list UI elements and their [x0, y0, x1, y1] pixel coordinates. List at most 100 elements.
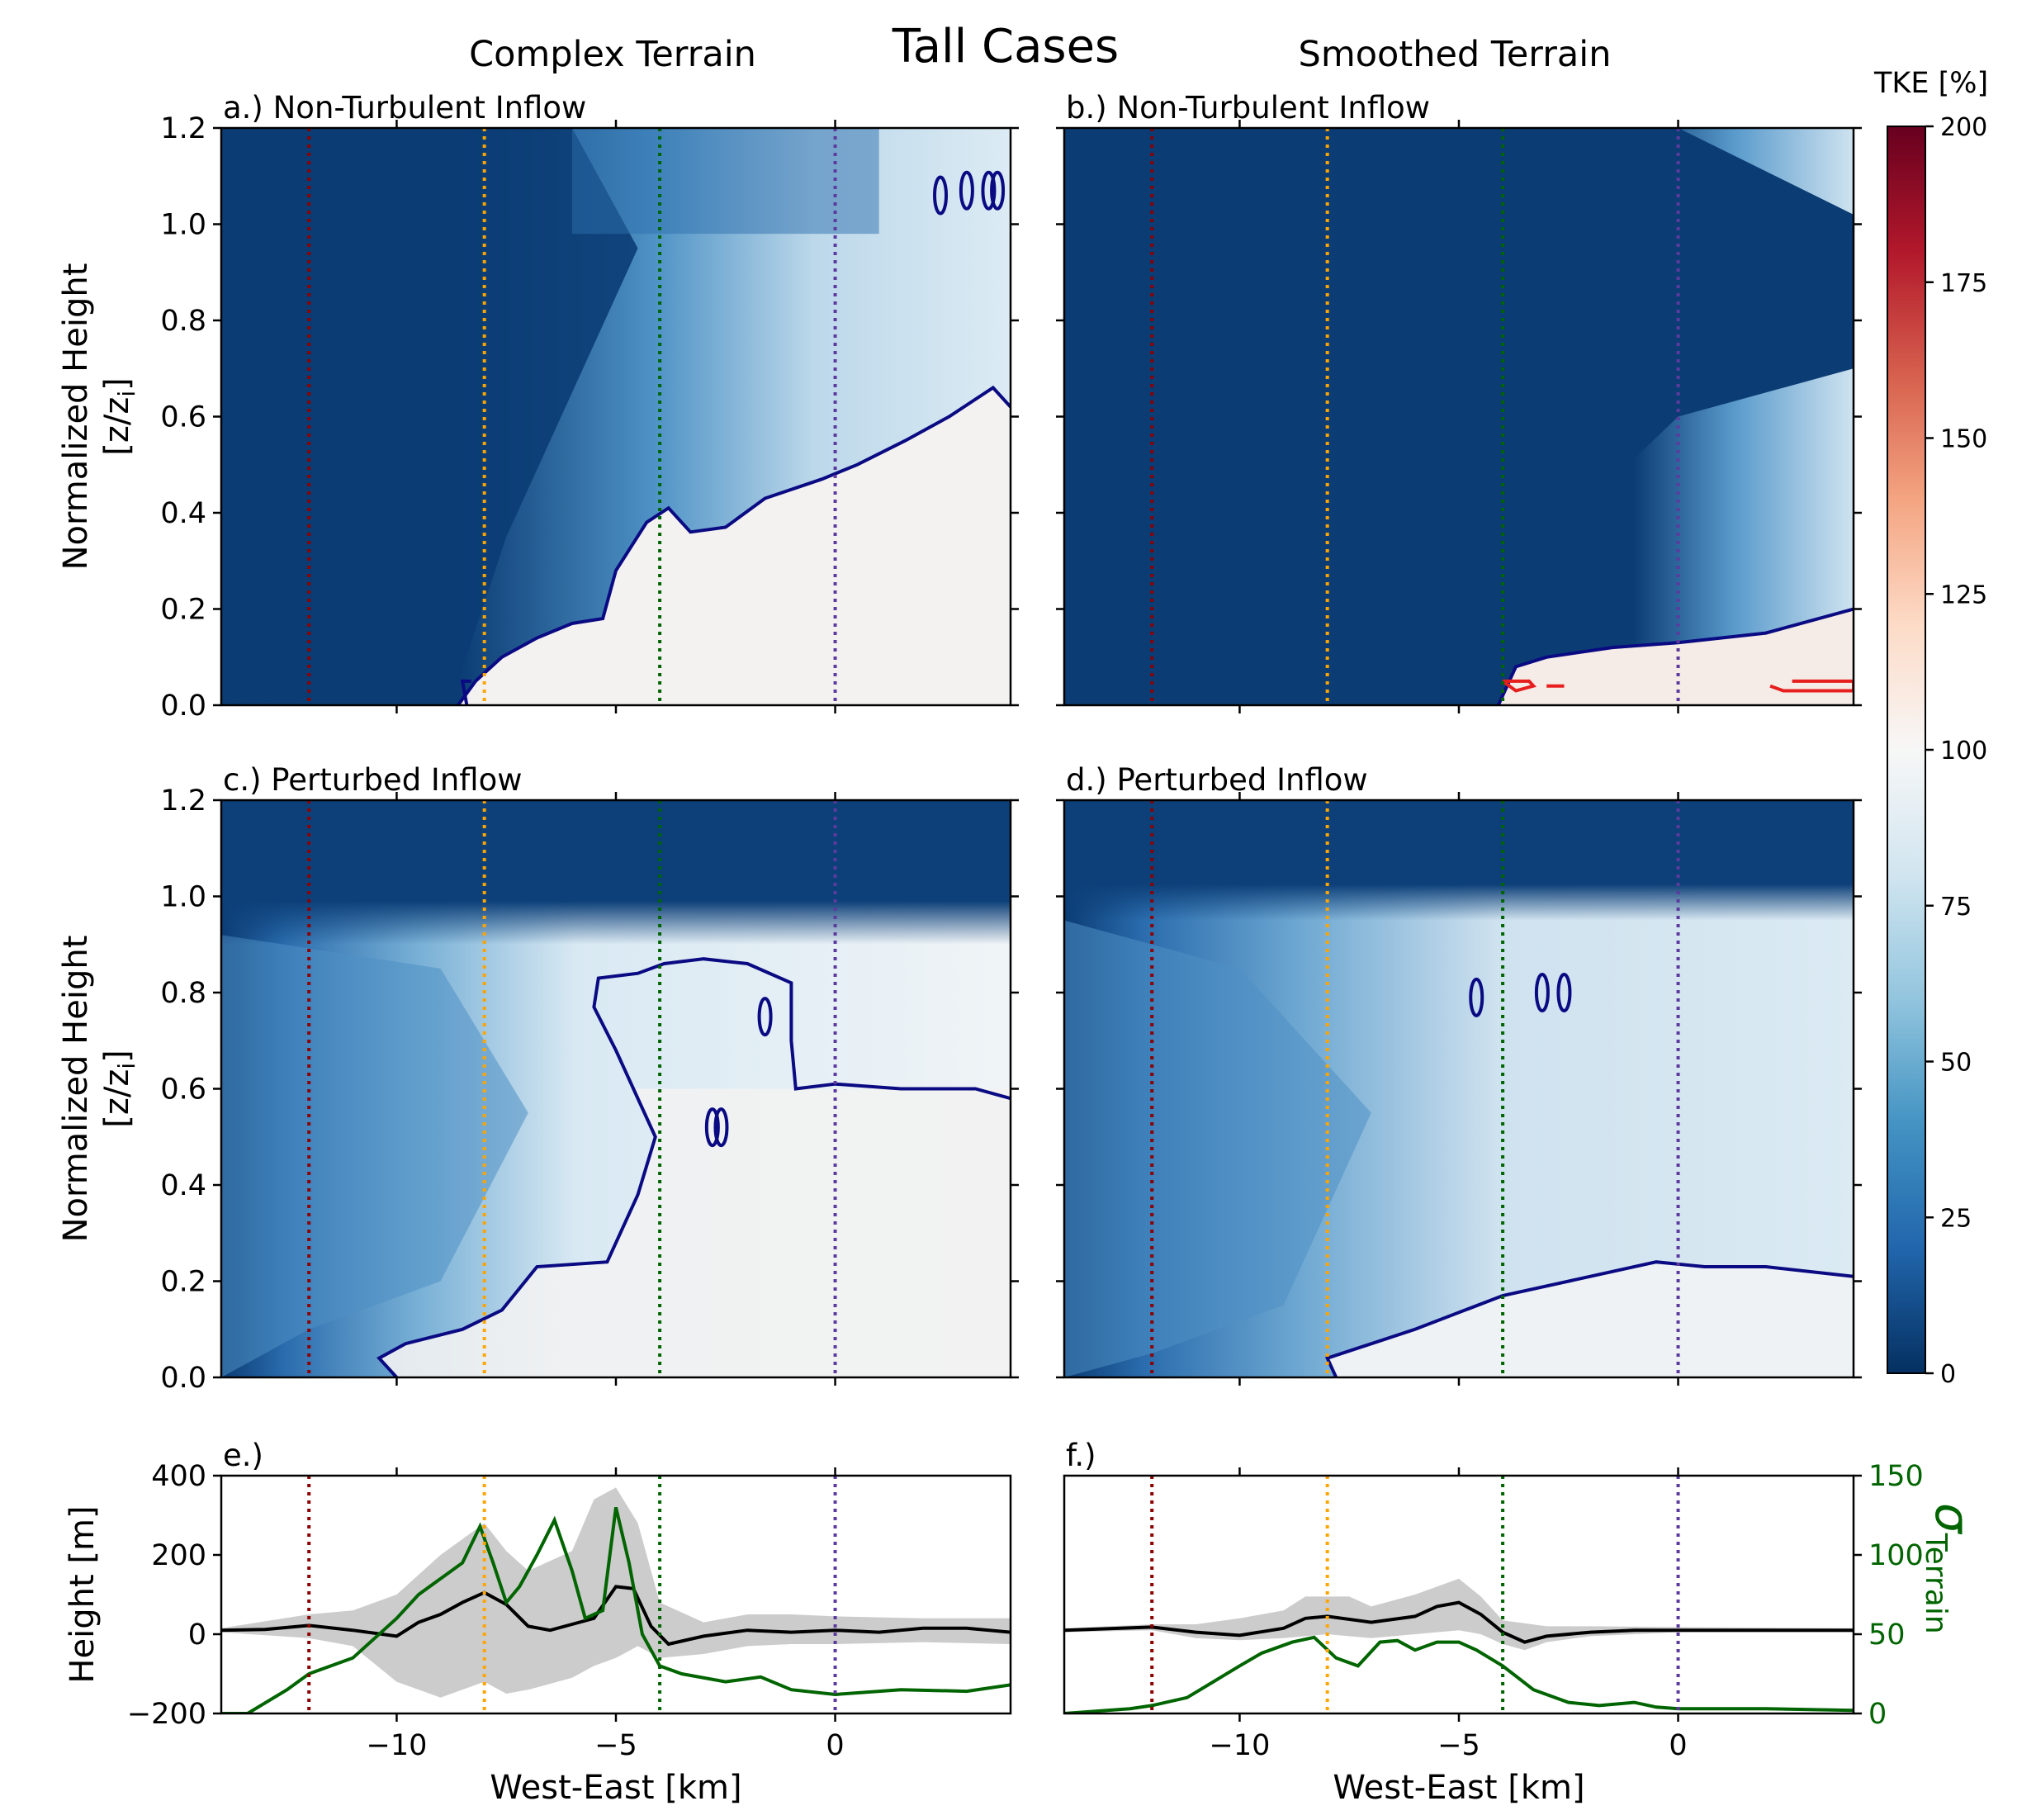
sigma-tick-label: 0	[1868, 1698, 1887, 1731]
panel-label: a.) Non-Turbulent Inflow	[223, 90, 586, 126]
y-axis-label: Normalized Height	[57, 936, 95, 1243]
y-axis-units-sub: i	[113, 1063, 140, 1069]
y-axis-label: Normalized Height	[57, 263, 95, 571]
blue-contour-blob	[713, 1107, 729, 1148]
y-tick-label: 0.2	[160, 594, 206, 627]
colorbar-title: TKE [%]	[1873, 67, 1988, 100]
y-tick-label: −200	[127, 1698, 206, 1731]
blue-contour-blob	[704, 1107, 720, 1148]
x-tick-label: −5	[1437, 1729, 1480, 1762]
blue-contour	[1324, 1260, 1854, 1377]
sigma-axis-label: σTerrain	[1919, 1503, 1981, 1634]
colorbar-tick-label: 75	[1940, 893, 1972, 922]
heatmap-mid-region	[1064, 920, 1371, 1377]
terrain-spread-band	[1064, 1578, 1854, 1651]
y-tick-label: 0.4	[160, 497, 206, 530]
panel-d: d.) Perturbed Inflow	[1056, 762, 1862, 1386]
sigma-tick-label: 150	[1868, 1460, 1924, 1493]
y-axis-label: Height [m]	[64, 1505, 102, 1683]
blue-contour-blob	[1469, 977, 1484, 1017]
panel-b: b.) Non-Turbulent Inflow	[1056, 90, 1862, 713]
terrain-spread-band	[221, 1487, 1011, 1698]
heatmap-low-region	[379, 1088, 1011, 1377]
panel-e: e.) −200 0 200 400 −10 −5 0 West-East [km] Height…	[64, 1438, 1012, 1807]
x-tick-label: 0	[1669, 1729, 1687, 1762]
main-title: Tall Cases	[892, 20, 1119, 73]
colorbar-tick-label: 125	[1940, 581, 1987, 609]
blue-contour-blob	[1534, 973, 1550, 1012]
y-tick-label: 0.2	[160, 1266, 206, 1299]
y-tick-label: 0.0	[160, 690, 206, 723]
blue-contour	[457, 385, 1011, 705]
blue-contour-blob	[981, 170, 997, 211]
column-title-smoothed: Smoothed Terrain	[1299, 34, 1612, 75]
y-tick-label: 200	[151, 1539, 206, 1572]
y-tick-label: 1.0	[160, 881, 206, 914]
y-axis-units-end: ]	[98, 377, 136, 391]
y-axis-units-main: [z/z	[98, 397, 136, 456]
panel-label: c.) Perturbed Inflow	[223, 762, 523, 798]
colorbar-tick-label: 200	[1940, 113, 1987, 142]
colorbar: TKE [%] 0 25 50 75 100 125 150 175 200	[1873, 67, 1988, 1389]
heatmap-low-region	[457, 387, 1011, 705]
terrain-mean-line	[1064, 1600, 1854, 1644]
y-axis-units-main: [z/z	[98, 1069, 136, 1128]
panel-label: b.) Non-Turbulent Inflow	[1066, 90, 1430, 126]
red-contour	[1769, 679, 1854, 693]
heatmap-top-band	[571, 128, 879, 235]
blue-contour-blob	[1556, 973, 1572, 1012]
sigma-terrain-line	[221, 1506, 1011, 1713]
panel-label: e.)	[223, 1438, 263, 1473]
x-tick-label: 0	[826, 1729, 844, 1762]
blue-contour-blob	[959, 170, 974, 211]
colorbar-tick-label: 175	[1940, 269, 1987, 298]
colorbar-tick-label: 25	[1940, 1204, 1972, 1233]
heatmap-top-band	[221, 800, 1011, 945]
x-tick-label: −10	[367, 1729, 428, 1762]
y-tick-label: 1.2	[160, 784, 206, 818]
y-axis-units-sub: i	[113, 391, 140, 397]
x-tick-label: −10	[1210, 1729, 1271, 1762]
panel-c: c.) Perturbed Inflow 0.0 0.2 0.4 0.6 0.8 1.0 1.…	[57, 762, 1019, 1395]
y-axis-units-end: ]	[98, 1050, 136, 1063]
sigma-axis-symbol: σ	[1925, 1503, 1981, 1535]
blue-contour-secondary	[460, 679, 471, 705]
heatmap-top-band	[1064, 800, 1854, 921]
colorbar-gradient	[1887, 126, 1926, 1374]
colorbar-tick-label: 100	[1940, 737, 1987, 765]
blue-contour-blob	[933, 175, 949, 216]
colorbar-tick-label: 0	[1940, 1360, 1956, 1389]
sigma-axis-sub: Terrain	[1919, 1533, 1953, 1634]
blue-contour-blob	[757, 997, 773, 1037]
heatmap-mid-region	[221, 935, 528, 1377]
panel-label: f.)	[1066, 1438, 1096, 1473]
panel-a: a.) Non-Turbulent Inflow 0.0 0.2 0.4 0.6 0.8 1…	[57, 90, 1019, 723]
y-tick-label: 0.0	[160, 1362, 206, 1395]
blue-contour	[376, 957, 1011, 1377]
blue-contour	[1496, 607, 1854, 705]
heatmap-low-region	[1327, 1262, 1854, 1377]
terrain-mean-line	[221, 1585, 1011, 1647]
blue-contour-blob	[990, 170, 1006, 211]
x-axis-label: West-East [km]	[1333, 1769, 1584, 1807]
sigma-tick-label: 50	[1868, 1619, 1906, 1652]
y-tick-label: 1.0	[160, 209, 206, 242]
y-tick-label: 1.2	[160, 112, 206, 145]
y-tick-label: 0.6	[160, 401, 206, 434]
y-tick-label: 400	[151, 1460, 206, 1493]
colorbar-tick-label: 50	[1940, 1049, 1972, 1078]
x-axis-label: West-East [km]	[490, 1769, 741, 1807]
heatmap-dark-region	[1064, 128, 1854, 705]
x-tick-label: −5	[594, 1729, 637, 1762]
sigma-tick-label: 100	[1868, 1539, 1924, 1572]
y-tick-label: 0	[188, 1619, 206, 1652]
y-tick-label: 0.8	[160, 977, 206, 1010]
y-axis-units: [z/zi]	[98, 377, 140, 455]
y-tick-label: 0.8	[160, 305, 206, 338]
column-title-complex: Complex Terrain	[469, 34, 756, 75]
heatmap-low-region	[1498, 609, 1854, 705]
colorbar-tick-label: 150	[1940, 425, 1987, 454]
sigma-terrain-line	[1064, 1635, 1854, 1713]
